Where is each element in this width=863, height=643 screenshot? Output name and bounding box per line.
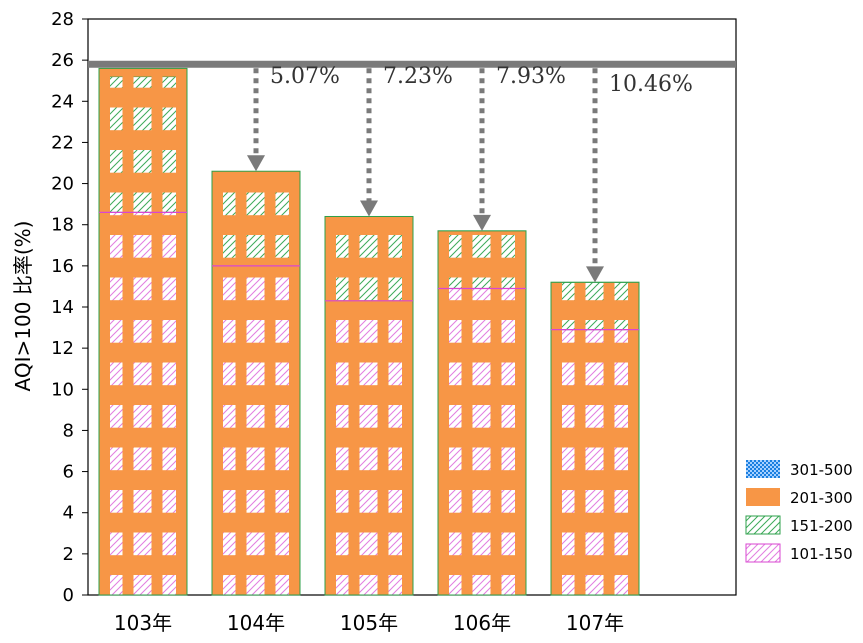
bar-texture-2-grid-h (325, 300, 413, 320)
bar-segment-101-150 (551, 330, 639, 595)
legend-swatch-201-300 (746, 488, 780, 506)
annotation-arrowhead (586, 266, 604, 282)
y-tick-label: 14 (51, 297, 74, 318)
y-tick-label: 26 (51, 50, 74, 71)
annotation-arrowhead (473, 215, 491, 231)
bar-texture-1-grid-h (212, 173, 300, 193)
bar-texture-3-grid-h (438, 428, 526, 448)
bar-texture-0-grid-h (99, 215, 187, 235)
y-tick-label: 22 (51, 132, 74, 153)
bar-texture-4-grid-h (551, 470, 639, 490)
bar-texture-0-grid-h (99, 470, 187, 490)
bar-texture-0-grid-h (99, 513, 187, 533)
bar-texture-1-grid-h (212, 343, 300, 363)
bar-texture-1-grid-h (212, 513, 300, 533)
bar-texture-3-grid-h (438, 258, 526, 278)
y-tick-label: 20 (51, 174, 74, 195)
bar-texture-0-grid-h (99, 300, 187, 320)
x-tick-label-106: 106年 (453, 611, 511, 635)
bar-texture-3-grid-h (438, 513, 526, 533)
bar-texture-0-grid-h (99, 428, 187, 448)
y-axis-label: AQI>100 比率(%) (11, 221, 35, 392)
bar-texture-2-grid-h (325, 216, 413, 235)
legend-label-201-300: 201-300 (790, 489, 853, 507)
bar-texture-3-grid-h (438, 555, 526, 575)
x-tick-label-107: 107年 (566, 611, 624, 635)
bar-texture-2-grid-h (325, 513, 413, 533)
legend-swatch-151-200 (746, 516, 780, 534)
bar-texture-4-grid-h (551, 428, 639, 448)
legend-label-301-500: 301-500 (790, 461, 853, 479)
x-tick-label-103: 103年 (114, 611, 172, 635)
bar-texture-0-grid-h (99, 385, 187, 405)
bar-texture-3-grid-v (438, 231, 449, 595)
bar-texture-1-grid-h (212, 428, 300, 448)
bar-texture-2-grid-h (325, 343, 413, 363)
bar-texture-0-grid-h (99, 343, 187, 363)
bar-texture-3-grid-v (462, 231, 473, 595)
bar-texture-3-grid-h (438, 343, 526, 363)
x-tick-label-105: 105年 (340, 611, 398, 635)
bar-texture-1-grid-h (212, 300, 300, 320)
bar-texture-0-grid-h (99, 88, 187, 108)
legend-label-101-150: 101-150 (790, 545, 853, 563)
bar-texture-0-grid-h (99, 555, 187, 575)
bar-texture-3-grid-h (438, 300, 526, 320)
bar-texture-1-grid-h (212, 215, 300, 235)
bar-texture-3-grid-v (491, 231, 502, 595)
y-tick-label: 12 (51, 338, 74, 359)
bar-texture-4-grid-h (551, 513, 639, 533)
legend-swatch-301-500 (746, 460, 780, 478)
annotation-label-106: 7.93% (496, 64, 566, 89)
y-tick-label: 4 (63, 503, 74, 524)
bar-texture-2-grid-h (325, 428, 413, 448)
y-tick-label: 10 (51, 379, 74, 400)
bar-texture-0-grid-h (99, 130, 187, 150)
legend-label-151-200: 151-200 (790, 517, 853, 535)
y-tick-label: 28 (51, 9, 74, 30)
bar-texture-0-grid-h (99, 173, 187, 193)
y-tick-label: 0 (63, 585, 74, 606)
bar-texture-1-grid-h (212, 555, 300, 575)
bar-texture-4-grid-h (551, 300, 639, 320)
y-tick-label: 24 (51, 91, 74, 112)
annotation-label-104: 5.07% (270, 64, 340, 89)
x-tick-label-104: 104年 (227, 611, 285, 635)
annotation-arrowhead (247, 155, 265, 171)
bar-texture-3-grid-h (438, 470, 526, 490)
bar-texture-1-grid-h (212, 258, 300, 278)
bar-texture-3-grid-v (515, 231, 526, 595)
legend: 301-500 201-300 151-200 101-150 (746, 460, 853, 563)
bar-texture-3-grid-h (438, 385, 526, 405)
bar-texture-0-grid-h (99, 258, 187, 278)
annotation-arrowhead (360, 200, 378, 216)
bar-segment-201-300 (99, 68, 187, 76)
annotation-label-105: 7.23% (383, 64, 453, 89)
bar-texture-2-grid-h (325, 555, 413, 575)
bar-texture-1-grid-h (212, 385, 300, 405)
bar-texture-4-grid-h (551, 343, 639, 363)
bar-texture-1-grid-h (212, 470, 300, 490)
y-tick-label: 16 (51, 256, 74, 277)
y-tick-label: 8 (63, 420, 74, 441)
bar-texture-2-grid-h (325, 470, 413, 490)
bar-texture-4-grid-h (551, 385, 639, 405)
annotation-label-107: 10.46% (609, 72, 693, 97)
bar-texture-2-grid-h (325, 385, 413, 405)
y-tick-label: 2 (63, 544, 74, 565)
y-tick-label: 6 (63, 462, 74, 483)
bar-texture-4-grid-h (551, 555, 639, 575)
bar-texture-3-grid-h (438, 231, 526, 235)
y-tick-label: 18 (51, 215, 74, 236)
legend-swatch-101-150 (746, 544, 780, 562)
bar-texture-2-grid-h (325, 258, 413, 278)
